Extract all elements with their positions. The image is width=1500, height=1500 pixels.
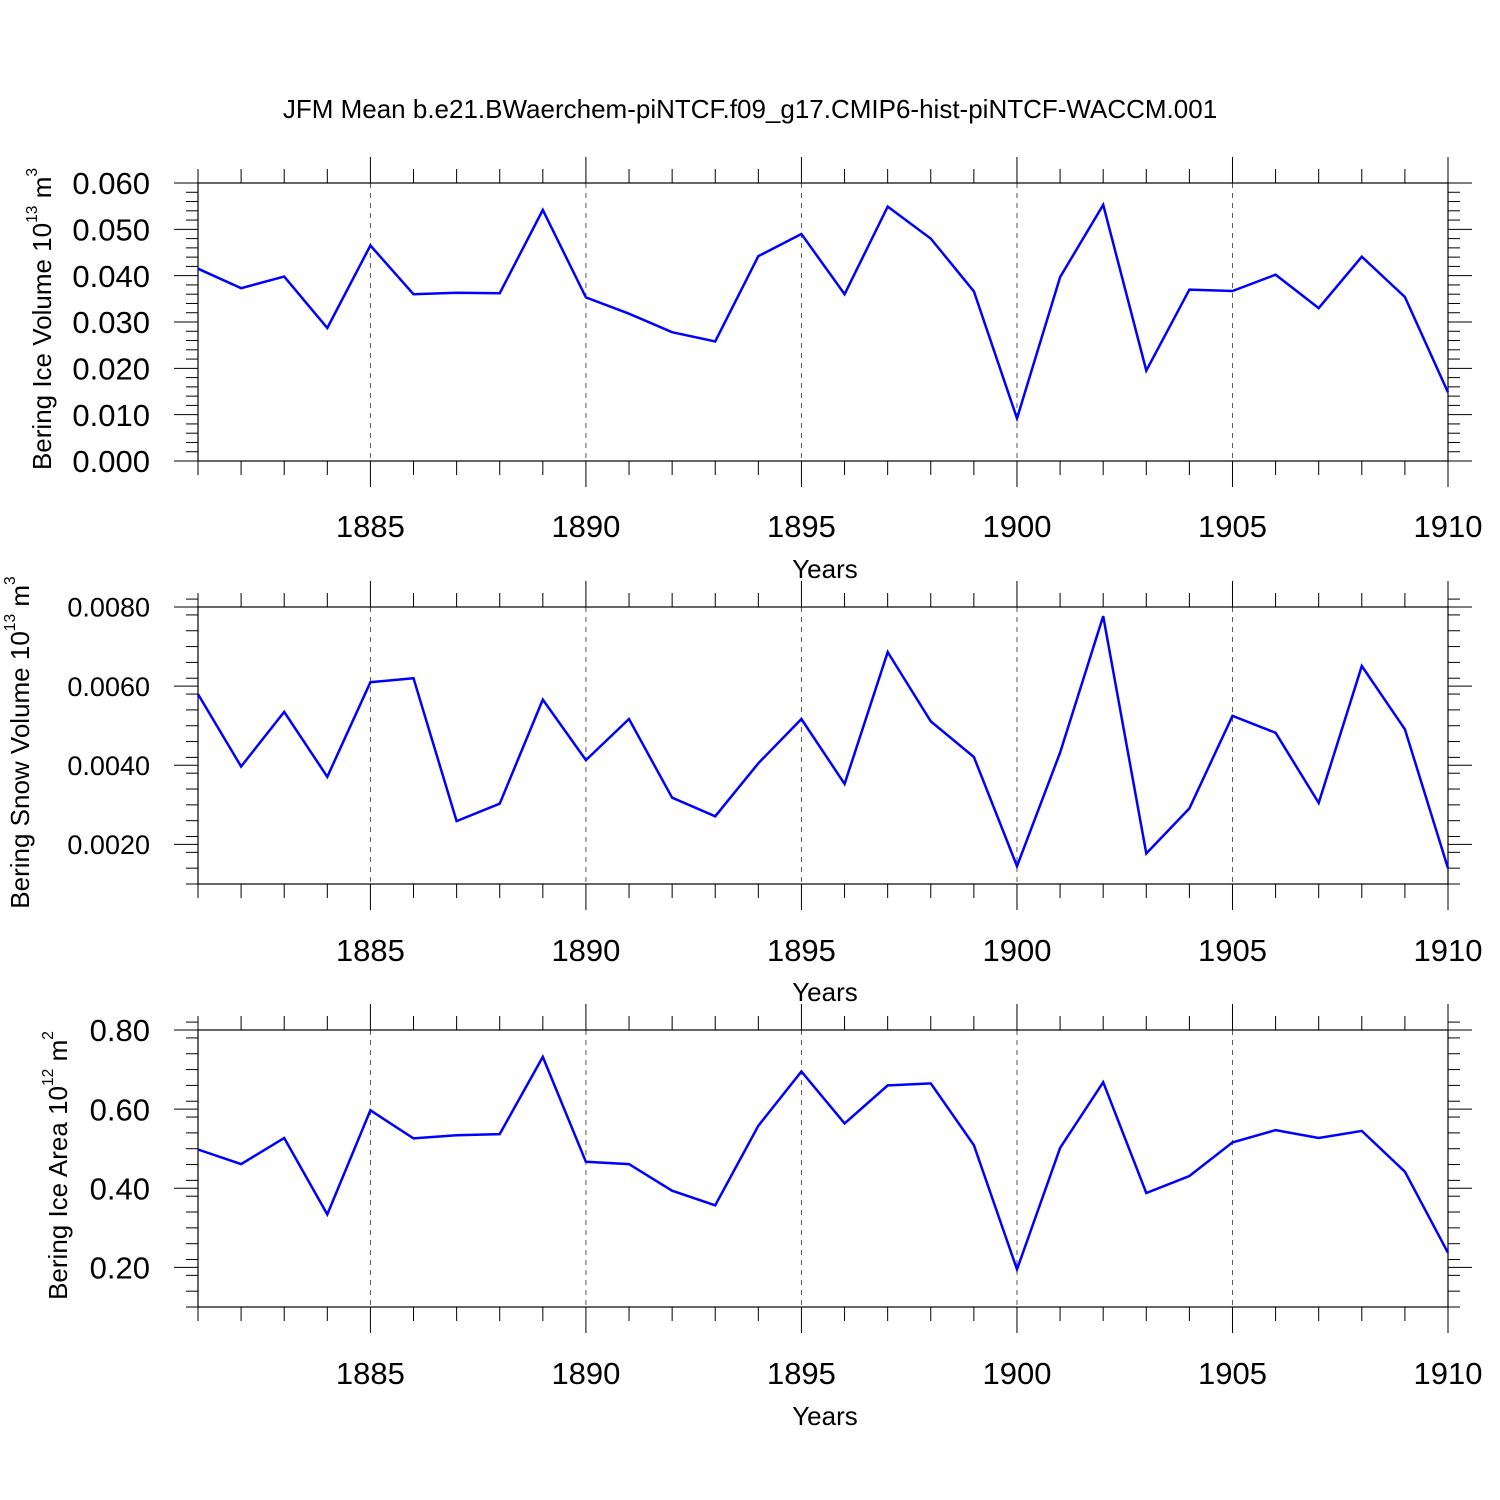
plot-frame: [197, 606, 1449, 885]
y-tick-label: 0.010: [72, 398, 150, 433]
y-axis-label-part: Bering Ice Volume 10: [27, 223, 57, 470]
x-tick-label: 1905: [1198, 509, 1267, 544]
y-tick-label: 0.0080: [67, 593, 150, 623]
y-tick-label: 0.60: [90, 1092, 150, 1127]
x-tick-label: 1885: [336, 933, 405, 968]
y-tick-label: 0.40: [90, 1171, 150, 1206]
panel-1: 0.000 0.010 0.020 0.030 0.040 0.050 0.060 1885 1…: [24, 157, 1482, 584]
x-tick-label: 1895: [767, 1356, 836, 1391]
x-axis-label: Years: [792, 1401, 858, 1431]
y-axis-label-superscript: 3: [24, 168, 41, 177]
y-tick-label: 0.20: [90, 1251, 150, 1286]
plot-frame: [197, 182, 1449, 462]
y-tick-label: 0.0020: [67, 830, 150, 860]
y-axis-label-superscript: 12: [40, 1069, 57, 1086]
plot-frame: [197, 1029, 1449, 1308]
y-axis-label: Bering Snow Volume 1013 m3: [2, 576, 35, 908]
chart-title: JFM Mean b.e21.BWaerchem-piNTCF.f09_g17.…: [283, 94, 1217, 124]
y-axis-label: Bering Ice Area 1012 m2: [40, 1031, 73, 1300]
x-tick-label: 1905: [1198, 1356, 1267, 1391]
series-line: [197, 1054, 1450, 1274]
x-tick-label: 1910: [1414, 1356, 1483, 1391]
x-tick-label: 1890: [551, 509, 620, 544]
x-tick-label: 1900: [982, 1356, 1051, 1391]
series-line: [196, 615, 1450, 870]
x-tick-label: 1895: [767, 933, 836, 968]
y-tick-label: 0.060: [72, 166, 150, 201]
y-tick-label: 0.0060: [67, 672, 150, 702]
x-tick-label: 1910: [1414, 933, 1483, 968]
y-axis-label-part: m: [27, 177, 57, 206]
y-tick-label: 0.80: [90, 1013, 150, 1048]
panel-2: 0.0020 0.0040 0.0060 0.0080 1885 1890 1895 1900…: [2, 576, 1482, 1007]
y-axis-label-part: m: [43, 1040, 73, 1069]
y-axis-label-part: m: [5, 585, 35, 614]
x-tick-label: 1910: [1414, 509, 1483, 544]
y-axis-label-superscript: 2: [40, 1031, 57, 1040]
x-axis-label: Years: [792, 977, 858, 1007]
y-axis-label-superscript: 3: [2, 576, 19, 585]
y-axis-label-part: Bering Snow Volume 10: [5, 631, 35, 909]
x-tick-label: 1885: [336, 509, 405, 544]
x-tick-label: 1900: [982, 933, 1051, 968]
y-tick-label: 0.030: [72, 305, 150, 340]
x-tick-label: 1890: [551, 933, 620, 968]
y-axis-label-superscript: 13: [24, 206, 41, 223]
x-tick-label: 1895: [767, 509, 836, 544]
panel-3: 0.20 0.40 0.60 0.80 1885 1890 1895 1900 1905 1910…: [40, 1004, 1482, 1431]
x-tick-label: 1885: [336, 1356, 405, 1391]
y-tick-label: 0.040: [72, 259, 150, 294]
y-tick-label: 0.0040: [67, 751, 150, 781]
y-tick-label: 0.050: [72, 212, 150, 247]
y-axis-label: Bering Ice Volume 1013 m3: [24, 168, 57, 470]
y-tick-label: 0.020: [72, 351, 150, 386]
series-line: [197, 201, 1450, 423]
x-axis-label: Years: [792, 554, 858, 584]
x-tick-label: 1890: [551, 1356, 620, 1391]
x-tick-label: 1900: [982, 509, 1051, 544]
y-axis-label-part: Bering Ice Area 10: [43, 1086, 73, 1300]
x-tick-label: 1905: [1198, 933, 1267, 968]
y-axis-label-superscript: 13: [2, 614, 19, 631]
y-tick-label: 0.000: [72, 444, 150, 479]
